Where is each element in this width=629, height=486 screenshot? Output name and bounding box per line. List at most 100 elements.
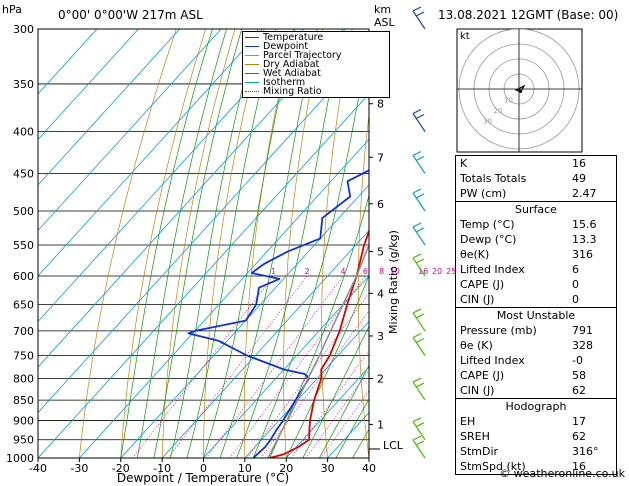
surface-row: Dewp (°C) 13.3 [456,232,616,247]
index-key: PW (cm) [460,187,507,200]
wet-adiabat-line [319,364,369,458]
wind-barb-flag [415,11,425,17]
isotherm-line [161,229,369,458]
wind-barb-staff [412,439,426,459]
index-key: K [460,157,468,170]
km-tick-label: 8 [377,98,384,111]
pressure-tick-label: 650 [13,299,34,312]
hodo-row: StmSpd (kt) 16 [456,459,616,474]
wind-barb-flag [415,382,425,388]
location-header: 0°00' 0°00'W 217m ASL [58,8,203,22]
pressure-tick-label: 1000 [6,452,34,465]
wind-barb-staff [412,257,426,277]
km-tick-label: 6 [377,198,384,211]
hodo-key: StmSpd (kt) [460,460,526,473]
temperature-tick-label: 0 [200,462,207,475]
isotherm-line [38,29,181,186]
legend-label: Temperature [263,32,324,43]
indices-panel: K 16 Totals Totals 49 PW (cm) 2.47 Surface … [455,155,617,475]
mixing-ratio-tick-label: 20 [432,267,442,276]
background-lines [38,29,369,458]
wet-adiabat-line [186,29,276,458]
dry-adiabat-line [120,29,206,458]
mu-row: Lifted Index -0 [456,353,616,368]
wind-barb-staff [412,381,426,401]
surface-value: 6 [572,263,579,276]
wind-barbs [412,6,426,459]
temperature-tick-label: 40 [362,462,376,475]
profile-lines [187,47,369,458]
wind-barb-flag [415,258,425,264]
legend-swatch [245,46,259,47]
temperature-tick-label: -40 [29,462,47,475]
mixing-ratio-tick-label: 4 [341,267,346,276]
mixing-ratio-line [132,275,274,458]
legend-item-temperature: Temperature [245,33,387,42]
mu-row: Pressure (mb) 791 [456,323,616,338]
mixing-ratio-tick-label: 2 [305,267,310,276]
asl-label: ASL [374,16,396,29]
dry-adiabat-line [161,29,236,458]
km-axis: 987654321 [369,46,384,450]
isotherm-line [244,320,369,458]
hodograph-ring-label: 20 [494,107,503,115]
legend-item-wet-adiabat: Wet Adiabat [245,69,387,78]
km-tick-label: 2 [377,372,384,385]
wind-barb-staff [412,421,426,441]
index-value: 2.47 [572,187,597,200]
mixing-ratio-axis-label: Mixing Ratio (g/kg) [387,230,400,334]
isotherm-line [38,29,222,232]
wet-adiabat-line [236,29,343,458]
wet-adiabat-line [136,29,227,458]
hodo-value: 62 [572,430,586,443]
wet-adiabat-line [335,398,369,458]
wind-barb-flag [415,113,425,120]
wind-barb-flag [412,188,422,194]
km-tick-label: 4 [377,287,384,300]
legend-label: Parcel Trajectory [263,50,342,61]
isotherm-line [38,29,305,323]
wind-barb-flag [412,150,422,157]
hodograph-trace [514,84,526,94]
mixing-ratio-tick-label: 10 [390,267,400,276]
legend-item-mixing-ratio: Mixing Ratio [245,87,387,96]
hodograph-ring-label: 10 [504,97,513,105]
mu-row: CAPE (J) 58 [456,368,616,383]
wet-adiabat-line [252,40,369,458]
mixing-ratio-tick-label: 6 [363,267,368,276]
surface-title: Surface [515,203,557,216]
km-tick-label: 3 [377,330,384,343]
dry-adiabat-line [243,29,294,458]
legend-swatch [245,82,259,83]
legend: Temperature Dewpoint Parcel Trajectory D… [242,31,390,98]
isotherm-line [38,93,369,458]
index-key: Totals Totals [460,172,527,185]
wind-barb-flag [412,222,422,228]
wind-barb-staff [412,155,426,174]
index-row-totals: Totals Totals 49 [456,171,616,186]
wet-adiabat-line [285,274,369,458]
hodo-row: StmDir 316° [456,444,616,459]
mu-key: Pressure (mb) [460,324,537,337]
pressure-unit: hPa [2,3,22,16]
mu-value: 58 [572,369,586,382]
wind-barb-flag [415,155,425,162]
wet-adiabat-line [269,194,369,458]
wind-barb-flag [415,193,425,199]
surface-key: Dewp (°C) [460,233,517,246]
mixing-ratio-line [305,369,369,458]
surface-key: CIN (J) [460,293,495,306]
wind-barb-flag [415,227,425,233]
wind-barb-staff [412,10,426,30]
wet-adiabat-line [203,29,296,458]
mixing-ratio-labels: 1 2 4 6 8 10 16 20 25 [271,267,456,276]
wind-barb-flag [412,417,422,423]
isotherm-line [285,366,369,458]
isotherm-line [38,29,346,368]
hodo-row: EH 17 [456,414,616,429]
hodo-key: StmDir [460,445,499,458]
lcl-label: LCL [383,439,404,452]
wind-barb-staff [412,337,426,356]
hodo-key: EH [460,415,476,428]
